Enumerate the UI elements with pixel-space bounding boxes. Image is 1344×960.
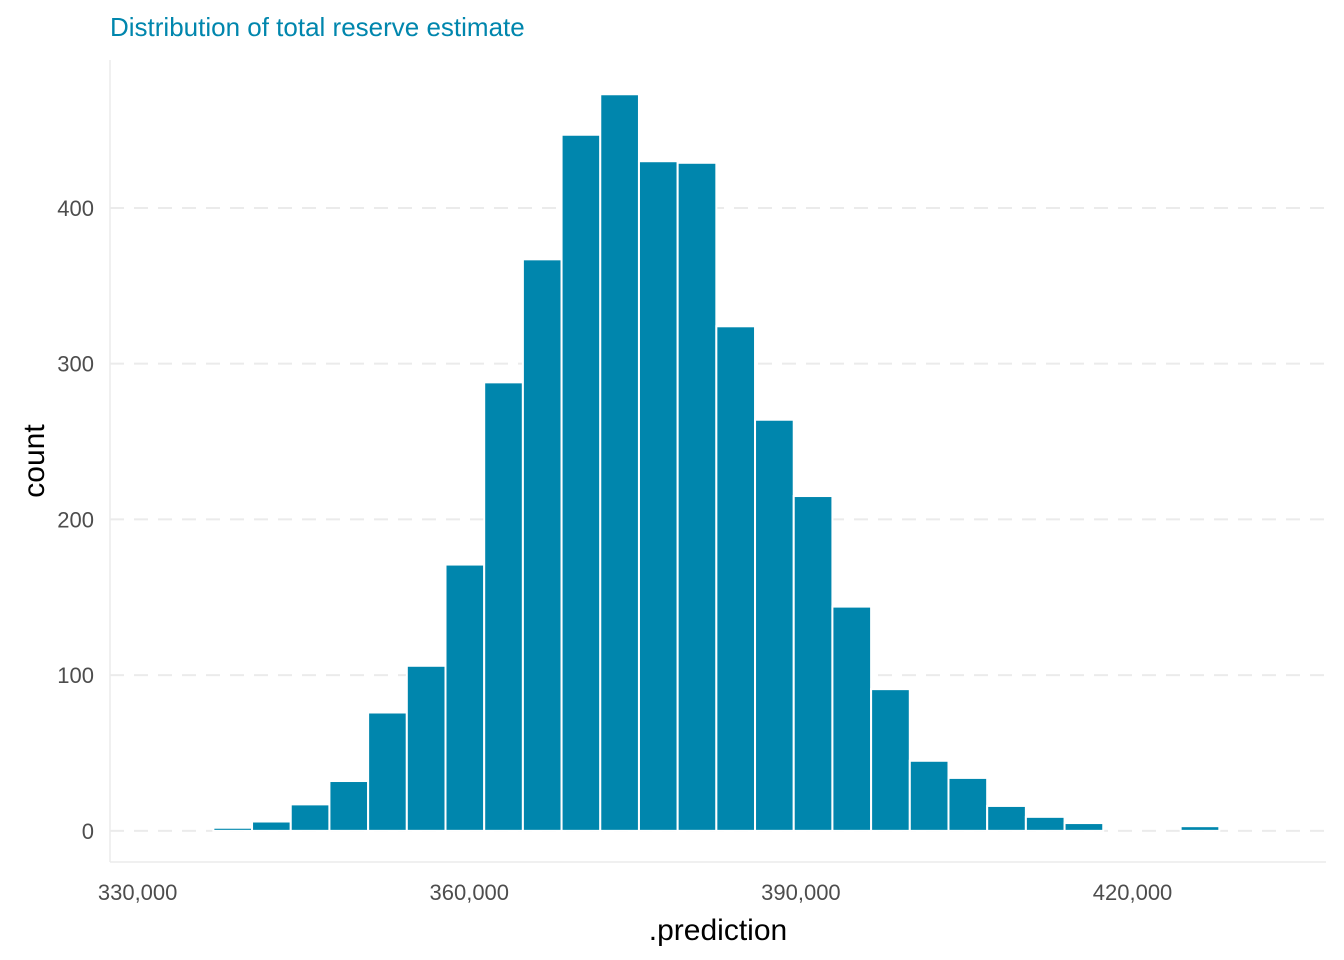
y-tick-label-100: 100: [57, 663, 94, 688]
histogram-bar-13: [637, 160, 679, 832]
y-axis-title: count: [18, 424, 51, 498]
histogram-bar-4: [289, 803, 331, 832]
x-tick-label-330000: 330,000: [98, 880, 178, 905]
y-tick-label-300: 300: [57, 352, 94, 377]
histogram-bar-6: [367, 711, 408, 832]
histogram-bars: [212, 93, 1221, 832]
histogram-bar-17: [792, 495, 834, 832]
histogram-bar-10: [521, 258, 563, 832]
y-tick-label-0: 0: [82, 819, 94, 844]
histogram-bar-24: [1063, 822, 1105, 832]
histogram-bar-7: [405, 664, 447, 832]
histogram-bar-23: [1024, 815, 1066, 832]
histogram-bar-27: [1179, 825, 1221, 832]
histogram-bar-12: [599, 93, 640, 832]
x-axis-title: .prediction: [649, 914, 787, 947]
y-axis-tick-labels: 0 100 200 300 400: [57, 196, 94, 844]
histogram-bar-14: [676, 161, 718, 832]
histogram-bar-3: [251, 820, 292, 832]
histogram-bar-2: [212, 826, 254, 832]
y-tick-label-200: 200: [57, 507, 94, 532]
y-tick-label-400: 400: [57, 196, 94, 221]
histogram-bar-20: [908, 759, 950, 832]
histogram-bar-16: [754, 418, 795, 832]
histogram-bar-19: [870, 688, 911, 832]
axis-frame: [109, 60, 1326, 863]
x-axis-tick-labels: 330,000 360,000 390,000 420,000: [98, 880, 1172, 905]
histogram-bar-11: [560, 133, 602, 832]
histogram-bar-9: [483, 381, 524, 832]
x-tick-label-360000: 360,000: [430, 880, 510, 905]
histogram-bar-21: [947, 776, 989, 832]
histogram-bar-8: [444, 563, 486, 832]
histogram-bar-5: [328, 780, 370, 832]
histogram-bar-22: [986, 804, 1027, 832]
x-tick-label-420000: 420,000: [1093, 880, 1173, 905]
histogram-bar-15: [715, 325, 757, 832]
x-tick-label-390000: 390,000: [761, 880, 841, 905]
histogram-bar-18: [831, 605, 873, 832]
chart-title: Distribution of total reserve estimate: [110, 12, 525, 42]
